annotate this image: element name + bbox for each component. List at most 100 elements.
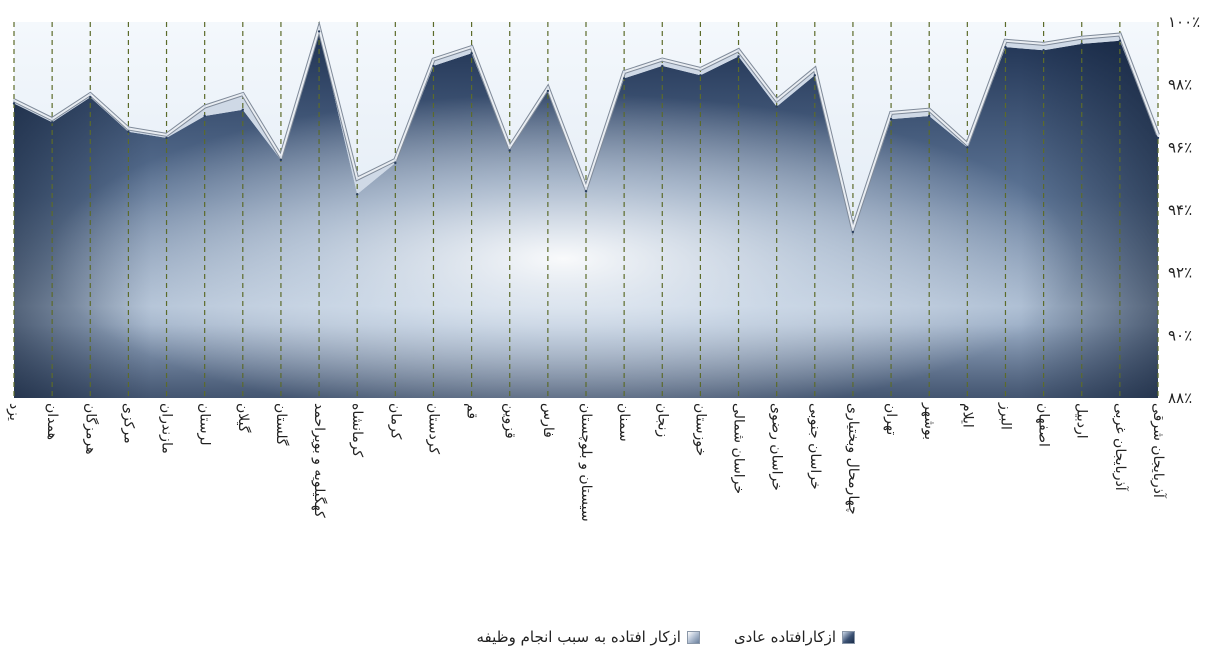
point-normal [127, 130, 130, 133]
point-duty [470, 45, 473, 49]
x-tick-label: خراسان رضوی [769, 403, 785, 491]
y-tick-label: ۱۰۰٪ [1168, 13, 1200, 31]
y-tick-label: ۹۲٪ [1168, 264, 1192, 282]
point-duty [584, 186, 588, 190]
x-tick-label: تهران [883, 403, 899, 435]
x-tick-label: اردبیل [1074, 403, 1090, 439]
x-tick-label: لرستان [197, 403, 213, 446]
point-normal [1004, 45, 1007, 49]
x-tick-label: هرمزگان [82, 403, 99, 455]
legend-swatch-duty [686, 630, 700, 644]
point-normal [317, 30, 321, 33]
point-duty [1042, 42, 1045, 46]
legend: ازکارافتاده عادی ازکار افتاده به سبب انج… [395, 626, 855, 648]
point-normal [775, 105, 778, 108]
point-duty [775, 99, 778, 102]
point-normal [203, 114, 206, 118]
x-tick-label: گیلان [235, 403, 252, 433]
point-normal [1118, 39, 1122, 42]
point-normal [394, 161, 397, 165]
x-tick-label: قزوین [502, 403, 518, 439]
y-tick-label: ۹۴٪ [1168, 201, 1192, 219]
point-normal [508, 149, 511, 152]
point-duty [356, 177, 359, 180]
x-tick-label: بوشهر [921, 402, 937, 440]
point-normal [546, 89, 550, 93]
point-normal [432, 64, 435, 68]
point-duty [50, 117, 54, 121]
legend-swatch-normal [842, 630, 855, 644]
point-duty [165, 133, 168, 136]
legend-item-normal: ازکارافتاده عادی [734, 628, 855, 646]
x-tick-label: اصفهان [1036, 403, 1052, 447]
point-normal [813, 74, 816, 77]
point-duty [966, 143, 969, 146]
x-tick-label: گلستان [273, 403, 290, 446]
point-normal [966, 146, 969, 149]
point-duty [127, 127, 130, 130]
point-normal [89, 96, 92, 99]
point-duty [699, 67, 702, 71]
point-duty [203, 105, 206, 108]
y-tick-label: ۹۰٪ [1168, 326, 1192, 344]
x-tick-label: کرمانشاه [349, 403, 365, 457]
point-duty [317, 27, 321, 30]
legend-label-duty: ازکار افتاده به سبب انجام وظیفه [476, 628, 681, 646]
point-duty [737, 49, 740, 52]
point-normal [1156, 136, 1160, 140]
y-tick-label: ۹۶٪ [1168, 138, 1192, 156]
x-tick-label: مرکزی [120, 403, 136, 444]
x-tick-label: کردستان [426, 403, 442, 454]
point-duty [851, 227, 855, 230]
x-tick-label: همدان [44, 403, 60, 440]
point-normal [470, 52, 473, 55]
x-tick-label: فارس [540, 403, 556, 438]
point-normal [622, 77, 626, 80]
x-tick-label: آذربایجان غربی [1112, 403, 1129, 492]
point-normal [12, 102, 16, 105]
x-tick-label: کرمان [387, 403, 403, 440]
point-duty [661, 58, 664, 61]
point-duty [1156, 133, 1160, 136]
x-tick-label: چهارمحال وبختیاری [845, 403, 861, 515]
x-tick-label: سیستان و بلوچستان [578, 403, 594, 522]
point-normal [165, 136, 168, 140]
x-tick-label: کهگیلویه و بویراحمد [311, 403, 328, 518]
legend-item-duty: ازکار افتاده به سبب انجام وظیفه [476, 628, 700, 646]
point-duty [1118, 33, 1122, 36]
x-tick-label: آذربایجان شرقی [1150, 403, 1167, 499]
point-duty [928, 108, 931, 111]
point-duty [432, 58, 435, 61]
y-tick-label: ۸۸٪ [1168, 389, 1192, 407]
point-duty [889, 111, 893, 115]
x-tick-label: قم [464, 403, 480, 419]
legend-label-normal: ازکارافتاده عادی [733, 628, 836, 646]
x-tick-label: خراسان شمالی [731, 403, 747, 494]
point-normal [279, 158, 283, 162]
point-duty [279, 155, 283, 158]
x-tick-label: البرز [998, 402, 1014, 430]
x-tick-label: خراسان جنوبی [807, 403, 823, 490]
point-normal [661, 64, 664, 68]
point-normal [889, 117, 893, 121]
x-tick-label: سمنان [616, 403, 632, 442]
point-normal [699, 74, 702, 77]
point-duty [813, 67, 816, 71]
x-tick-label: یزد [6, 403, 22, 421]
point-duty [1080, 36, 1083, 39]
point-duty [241, 92, 244, 96]
point-normal [50, 121, 54, 124]
point-normal [1042, 49, 1045, 52]
point-normal [584, 190, 588, 193]
point-duty [622, 70, 626, 74]
x-tick-label: زنجان [654, 403, 670, 437]
point-normal [851, 230, 855, 234]
point-normal [1080, 42, 1083, 46]
point-normal [241, 108, 244, 111]
point-duty [508, 146, 511, 149]
point-duty [89, 92, 92, 96]
point-duty [394, 158, 397, 162]
y-tick-label: ۹۸٪ [1168, 76, 1192, 94]
x-tick-label: مازندران [159, 403, 175, 454]
